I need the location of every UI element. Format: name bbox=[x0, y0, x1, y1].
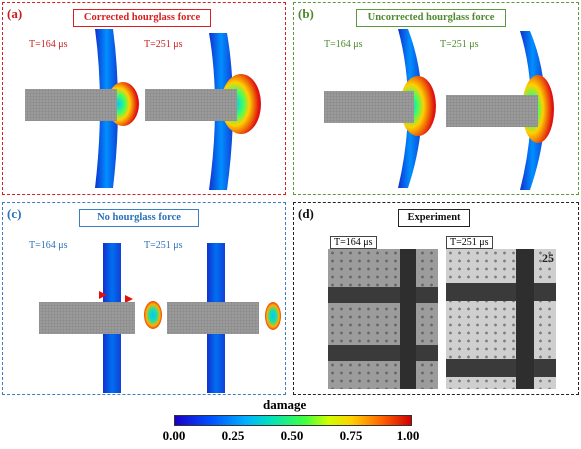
time-label-164: T=164 μs bbox=[29, 240, 68, 251]
photo-bar bbox=[328, 287, 438, 303]
panel-title: Corrected hourglass force bbox=[73, 9, 211, 27]
time-label-164: T=164 μs bbox=[330, 236, 377, 249]
photo-post bbox=[516, 249, 534, 389]
time-label-251: T=251 μs bbox=[446, 236, 493, 249]
photo-bar bbox=[446, 283, 556, 301]
colorbar-tick: 0.75 bbox=[339, 428, 363, 443]
panel-letter: (c) bbox=[7, 206, 22, 221]
panel-experiment: (d) Experiment T=164 μs 25 T=251 μs bbox=[293, 202, 579, 395]
time-label-251: T=251 μs bbox=[144, 39, 183, 50]
colorbar-tick: 1.00 bbox=[396, 428, 420, 443]
colorbar-tick: 0.00 bbox=[162, 428, 186, 443]
panel-letter: (a) bbox=[7, 6, 23, 21]
colorbar-tick: 0.25 bbox=[221, 428, 245, 443]
photo-corner-number: 25 bbox=[542, 251, 554, 265]
simulation-image-c bbox=[39, 243, 281, 393]
time-label-251: T=251 μs bbox=[144, 240, 183, 251]
panel-uncorrected-hourglass: (b) Uncorrected hourglass force T=164 μs… bbox=[293, 2, 579, 195]
colorbar-title: damage bbox=[263, 397, 307, 412]
panel-title: Uncorrected hourglass force bbox=[356, 9, 506, 27]
panel-letter: (d) bbox=[298, 206, 314, 221]
time-label-164: T=164 μs bbox=[324, 39, 363, 50]
photo-grid bbox=[328, 249, 438, 389]
time-label-251: T=251 μs bbox=[440, 39, 479, 50]
panel-no-hourglass: (c) No hourglass force T=164 μs T=251 μs bbox=[2, 202, 286, 395]
photo-bar bbox=[446, 359, 556, 377]
simulation-image-b bbox=[324, 29, 554, 190]
panel-title: No hourglass force bbox=[79, 209, 199, 227]
photo-bar bbox=[328, 345, 438, 361]
experiment-photo-251: 25 bbox=[446, 249, 556, 389]
simulation-image-a bbox=[25, 29, 261, 190]
panel-letter: (b) bbox=[298, 6, 314, 21]
photo-post bbox=[400, 249, 416, 389]
colorbar-tick: 0.50 bbox=[280, 428, 304, 443]
time-label-164: T=164 μs bbox=[29, 39, 68, 50]
panel-title: Experiment bbox=[398, 209, 470, 227]
damage-colorbar bbox=[174, 415, 412, 426]
panel-corrected-hourglass: (a) Corrected hourglass force T=164 μs T… bbox=[2, 2, 286, 195]
experiment-photo-164 bbox=[328, 249, 438, 389]
